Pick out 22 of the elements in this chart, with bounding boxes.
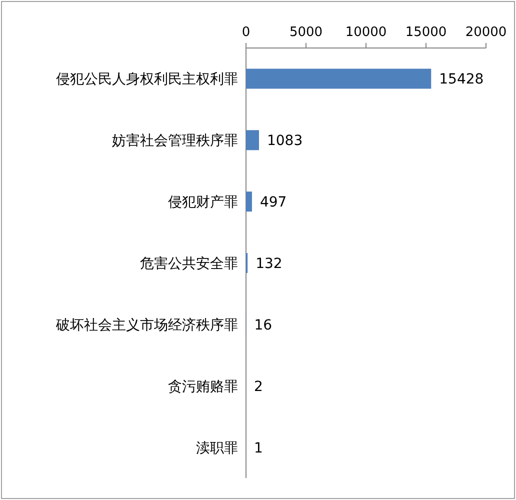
x-tick-label: 15000 [405, 25, 447, 40]
data-label: 15428 [439, 72, 484, 88]
bar [246, 130, 259, 150]
data-label: 132 [256, 256, 282, 272]
y-tick-label: 渎职罪 [196, 440, 238, 456]
data-label: 2 [254, 378, 263, 395]
data-label: 1 [254, 440, 263, 456]
x-tick-label: 10000 [345, 25, 387, 40]
y-tick-label: 贪污贿赂罪 [168, 378, 238, 395]
data-label: 1083 [266, 133, 303, 150]
y-tick-label: 侵犯公民人身权利民主权利罪 [56, 72, 238, 88]
y-tick-label: 破坏社会主义市场经济秩序罪 [55, 317, 238, 334]
x-tick-label: 0 [242, 25, 250, 40]
x-tick-label: 5000 [289, 25, 323, 40]
y-tick-label: 侵犯财产罪 [168, 194, 238, 211]
x-tick-label: 20000 [465, 25, 507, 40]
data-label: 16 [254, 317, 272, 334]
y-tick-label: 危害公共安全罪 [140, 256, 238, 272]
y-tick-label: 妨害社会管理秩序罪 [112, 133, 238, 150]
data-label: 497 [260, 194, 287, 211]
bar [246, 68, 432, 89]
bar [246, 192, 252, 212]
